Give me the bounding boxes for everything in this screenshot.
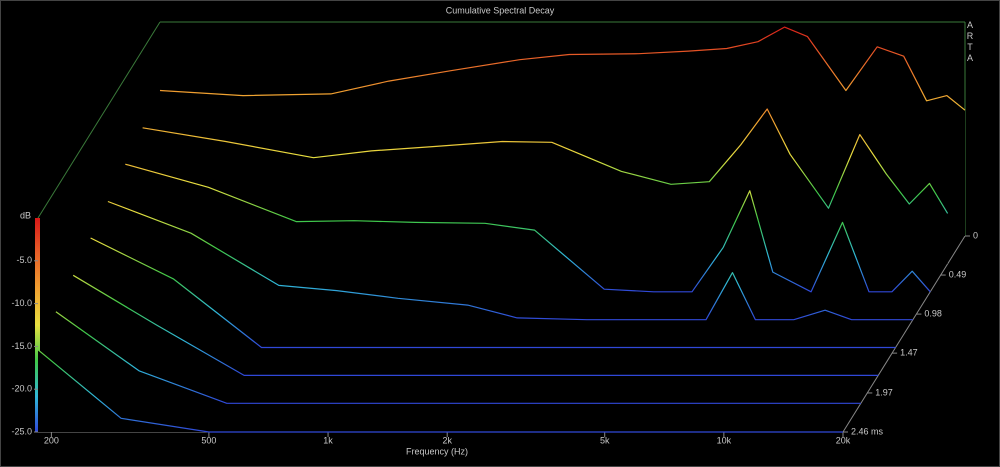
x-tick-label: 200 (44, 435, 59, 445)
y-tick-label: -25.0 (11, 426, 32, 436)
x-tick-label: 1k (323, 435, 333, 445)
x-tick-label: 5k (600, 435, 610, 445)
z-tick-label: 1.47 (900, 347, 918, 357)
y-tick-label: -20.0 (11, 384, 32, 394)
slice-mask (73, 275, 879, 376)
decay-slice (159, 26, 966, 111)
decay-slice (37, 349, 843, 433)
z-tick-label: 0 (973, 230, 978, 240)
decay-slice (107, 200, 913, 321)
slice-mask (125, 164, 931, 292)
z-tick-label: 2.46 ms (851, 426, 884, 436)
x-tick-label: 500 (201, 435, 216, 445)
x-tick-label: 20k (836, 435, 851, 445)
decay-slice (90, 237, 896, 349)
colorbar (35, 218, 40, 432)
x-tick-label: 10k (717, 435, 732, 445)
z-axis (842, 235, 966, 433)
slice-mask (55, 311, 861, 404)
decay-slice (55, 311, 861, 404)
decay-slice (72, 274, 879, 376)
frame-line (37, 21, 161, 219)
slice-mask (38, 349, 843, 432)
z-tick-label: 0.98 (924, 308, 942, 318)
watermark: ARTA (965, 20, 975, 64)
x-tick-label: 2k (442, 435, 452, 445)
decay-slice (125, 163, 931, 293)
z-tick-label: 1.97 (875, 387, 893, 397)
y-tick-label: -5.0 (16, 255, 32, 265)
z-tick-label: 0.49 (949, 269, 967, 279)
y-tick-label: -15.0 (11, 341, 32, 351)
x-axis-label: Frequency (Hz) (406, 446, 468, 456)
y-tick-label: -10.0 (11, 298, 32, 308)
chart-title: Cumulative Spectral Decay (446, 5, 555, 15)
y-axis-label: dB (20, 210, 31, 220)
slice-mask (107, 201, 913, 320)
decay-slice (142, 108, 949, 214)
